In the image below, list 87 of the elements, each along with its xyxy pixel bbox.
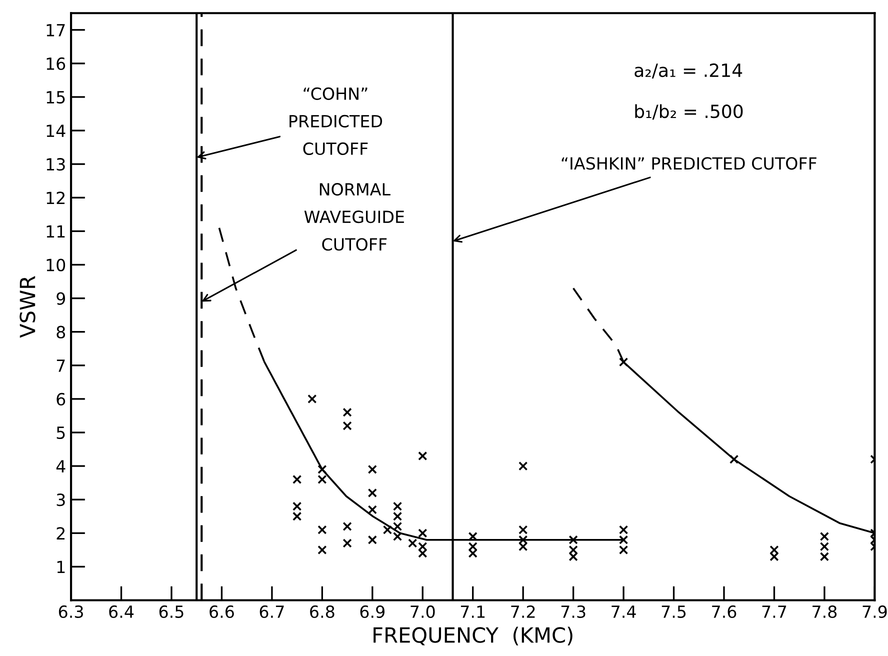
point [618, 535, 628, 544]
point [568, 545, 578, 554]
point [468, 532, 478, 542]
point [770, 552, 779, 562]
point [392, 532, 402, 542]
point [318, 545, 327, 554]
point [618, 545, 628, 554]
annotation: “IASHKIN” PREDICTED CUTOFF [562, 157, 816, 170]
annotation: “COHN” PREDICTED CUTOFF [290, 87, 382, 156]
point [368, 488, 377, 498]
point [468, 548, 478, 558]
point [518, 535, 528, 544]
y-tick-label: 10 [46, 258, 66, 272]
point [368, 464, 377, 474]
point [568, 552, 578, 562]
x-tick-label: 7.5 [662, 606, 686, 618]
point [408, 538, 418, 548]
x-tick-label: 6.3 [58, 605, 83, 618]
point [342, 538, 352, 548]
point [382, 525, 392, 534]
point [568, 535, 578, 544]
point [368, 505, 377, 514]
point [318, 464, 327, 474]
point [308, 394, 317, 404]
x-tick-label: 7.3 [561, 605, 586, 618]
y-tick-label: 17 [46, 24, 65, 36]
point [392, 512, 402, 521]
point [518, 525, 528, 534]
y-tick-label: 1 [57, 560, 65, 574]
annotation: a₂/a₁ = .214 [634, 63, 742, 78]
y-tick-label: 7 [56, 360, 65, 372]
x-tick-label: 7.0 [410, 605, 435, 618]
point [418, 548, 428, 558]
point [468, 542, 478, 552]
point [618, 357, 628, 367]
y-tick-label: 6 [56, 392, 66, 406]
point [392, 502, 402, 511]
y-tick-label: 8 [56, 326, 66, 338]
point [292, 512, 302, 521]
y-tick-label: 12 [46, 192, 65, 204]
point [618, 525, 628, 534]
x-tick-label: 6.5 [159, 605, 184, 618]
point [418, 528, 428, 538]
y-tick-label: 3 [56, 494, 65, 506]
y-tick-label: 15 [46, 91, 65, 104]
annotation: NORMAL WAVEGUIDE CUTOFF [304, 183, 404, 251]
x-tick-label: 7.2 [511, 605, 535, 618]
point [318, 525, 327, 534]
point [518, 542, 528, 552]
point [342, 408, 352, 417]
x-tick-label: 6.9 [360, 605, 384, 618]
y-tick-label: 13 [46, 158, 65, 171]
y-tick-label: 9 [56, 292, 66, 305]
point [392, 522, 402, 532]
annotation: b₁/b₂ = .500 [635, 104, 743, 120]
x-tick-label: 7.8 [812, 605, 837, 618]
y-tick-label: 2 [56, 527, 65, 540]
y-tick-label: 11 [46, 225, 65, 238]
x-tick-label: 7.7 [762, 606, 786, 618]
y-tick-label: 4 [56, 460, 66, 472]
x-tick-label: 6.4 [109, 605, 134, 618]
point [418, 451, 428, 461]
x-tick-label: 6.7 [260, 605, 284, 618]
x-axis-title: FREQUENCY (KMC) [374, 626, 572, 646]
point [318, 474, 327, 484]
x-tick-label: 7.6 [712, 605, 736, 618]
point [292, 502, 302, 511]
x-tick-label: 7.9 [862, 605, 887, 618]
point [820, 542, 830, 552]
y-tick-label: 14 [46, 124, 66, 137]
point [342, 421, 352, 430]
point [342, 522, 352, 532]
x-tick-label: 7.4 [612, 606, 636, 618]
point [368, 535, 377, 544]
point [770, 545, 779, 554]
point [418, 542, 428, 552]
point [292, 474, 302, 484]
x-tick-label: 6.8 [310, 605, 334, 618]
point [820, 532, 830, 542]
y-tick-label: 5 [56, 426, 65, 440]
point [820, 552, 830, 562]
x-tick-label: 7.1 [460, 606, 485, 618]
point [518, 461, 528, 471]
point [729, 454, 739, 464]
y-axis-title: VSWR [20, 276, 36, 338]
y-tick-label: 16 [46, 57, 66, 70]
x-tick-label: 6.6 [210, 605, 234, 618]
